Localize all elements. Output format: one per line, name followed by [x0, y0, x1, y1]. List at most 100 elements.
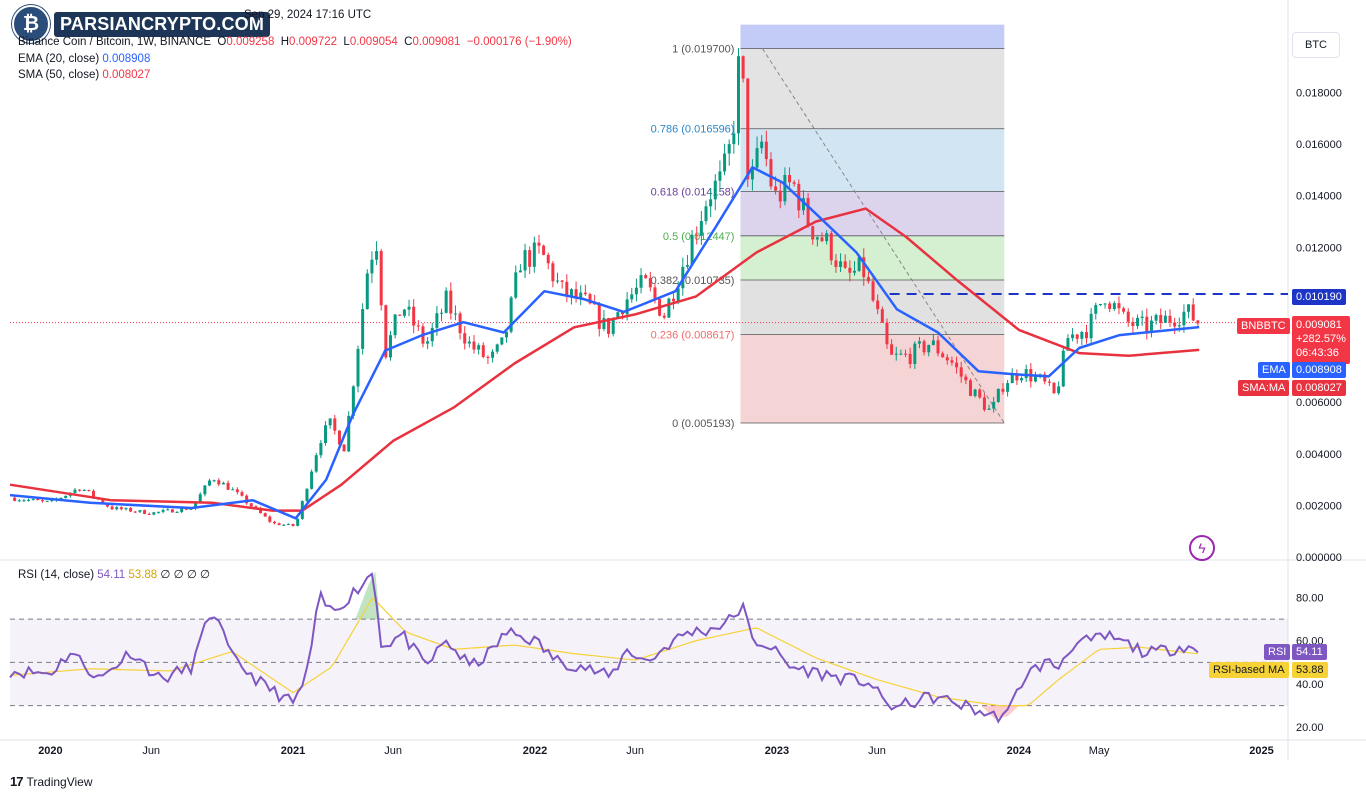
- candle-body: [908, 353, 912, 364]
- candle-body: [1043, 374, 1047, 382]
- candle-body: [379, 251, 383, 306]
- candle-body: [143, 510, 147, 514]
- bar-countdown: 06:43:36: [1296, 347, 1339, 359]
- candle-body: [347, 415, 351, 452]
- candle-body: [1117, 303, 1121, 309]
- candle-body: [351, 386, 355, 416]
- candle-body: [676, 288, 680, 302]
- candle-body: [644, 275, 648, 279]
- candle-body: [551, 263, 555, 282]
- candle-body: [472, 341, 476, 350]
- candle-body: [611, 318, 615, 334]
- candle-body: [518, 270, 522, 273]
- candle-body: [1089, 313, 1093, 339]
- candle-body: [384, 305, 388, 358]
- candle-body: [829, 233, 833, 261]
- candle-body: [978, 389, 982, 398]
- candle-body: [783, 174, 787, 202]
- candle-body: [240, 492, 244, 496]
- candle-body: [1196, 320, 1200, 324]
- candle-body: [523, 250, 527, 271]
- candle-body: [198, 494, 202, 503]
- candle-body: [1006, 383, 1010, 392]
- candle-body: [542, 245, 546, 255]
- candle-body: [1001, 388, 1005, 392]
- fib-level-label: 1 (0.019700): [672, 44, 734, 56]
- candle-body: [690, 234, 694, 266]
- candle-body: [616, 312, 620, 319]
- candle-body: [78, 489, 82, 491]
- rsi-series: [9, 572, 1199, 724]
- legend-sma-value: 0.008027: [102, 69, 151, 81]
- candle-body: [579, 292, 583, 299]
- candle-body: [170, 509, 174, 513]
- fib-level-label: 0 (0.005193): [672, 418, 734, 430]
- candle-body: [1177, 325, 1181, 327]
- legend-rsi-row[interactable]: RSI (14, close) 54.11 53.88 ∅ ∅ ∅ ∅: [18, 568, 210, 582]
- time-tick-label: 2020: [38, 745, 62, 757]
- rsi-ma-value-tag: 53.88: [1292, 662, 1328, 678]
- candlestick-series: [13, 48, 1200, 527]
- candle-body: [324, 425, 328, 444]
- candle-body: [1010, 373, 1014, 384]
- candle-body: [880, 309, 884, 323]
- candle-body: [764, 141, 768, 160]
- candle-body: [31, 499, 35, 501]
- legend-ema-row[interactable]: EMA (20, close) 0.008908: [18, 52, 150, 66]
- candle-body: [259, 508, 263, 514]
- candle-body: [486, 356, 490, 358]
- candle-body: [597, 304, 601, 329]
- candle-body: [272, 521, 276, 524]
- time-tick-label: Jun: [384, 745, 402, 757]
- candle-body: [398, 314, 402, 316]
- candle-body: [607, 318, 611, 334]
- lightning-icon[interactable]: ϟ: [1189, 535, 1215, 561]
- candle-body: [105, 503, 109, 507]
- candle-body: [885, 322, 889, 345]
- candle-body: [904, 353, 908, 355]
- candle-body: [959, 367, 963, 377]
- candle-body: [129, 508, 133, 512]
- candle-body: [416, 325, 420, 327]
- candle-body: [13, 497, 17, 501]
- fib-zone-top: [740, 24, 1005, 49]
- candle-body: [138, 510, 142, 512]
- candle-body: [672, 298, 676, 302]
- candle-body: [1057, 386, 1061, 394]
- candle-body: [286, 523, 290, 525]
- currency-button[interactable]: BTC: [1292, 32, 1340, 58]
- legend-change: −0.000176 (−1.90%): [466, 36, 572, 48]
- candle-body: [166, 509, 170, 511]
- legend-symbol[interactable]: Binance Coin / Bitcoin, 1W, BINANCE: [18, 36, 212, 48]
- candle-body: [1024, 369, 1028, 379]
- candle-body: [625, 299, 629, 315]
- candle-body: [820, 237, 824, 242]
- legend-low-label: L: [343, 36, 350, 48]
- candle-body: [862, 257, 866, 278]
- candle-body: [955, 362, 959, 368]
- ema-20-line: [9, 166, 1200, 520]
- candle-body: [569, 289, 573, 297]
- candle-body: [968, 380, 972, 397]
- candle-body: [361, 309, 365, 349]
- rsi-band-background: [10, 571, 1288, 719]
- candle-body: [713, 180, 717, 200]
- tradingview-footer[interactable]: 17 TradingView: [10, 774, 93, 789]
- candle-body: [226, 482, 230, 490]
- candle-body: [634, 287, 638, 295]
- candle-body: [760, 141, 764, 149]
- rsi-tick-label: 20.00: [1296, 722, 1324, 734]
- last-change: +282.57%: [1296, 333, 1346, 345]
- candle-body: [115, 507, 119, 510]
- candle-body: [537, 242, 541, 246]
- legend-high: 0.009722: [289, 36, 338, 48]
- legend-sma-row[interactable]: SMA (50, close) 0.008027: [18, 68, 150, 82]
- candle-body: [815, 237, 819, 240]
- fib-level-label: 0.236 (0.008617): [651, 330, 735, 342]
- candle-body: [1108, 303, 1112, 309]
- candle-body: [1191, 304, 1195, 321]
- candle-body: [699, 221, 703, 236]
- price-tick-label: 0.012000: [1296, 242, 1342, 254]
- candle-body: [365, 273, 369, 310]
